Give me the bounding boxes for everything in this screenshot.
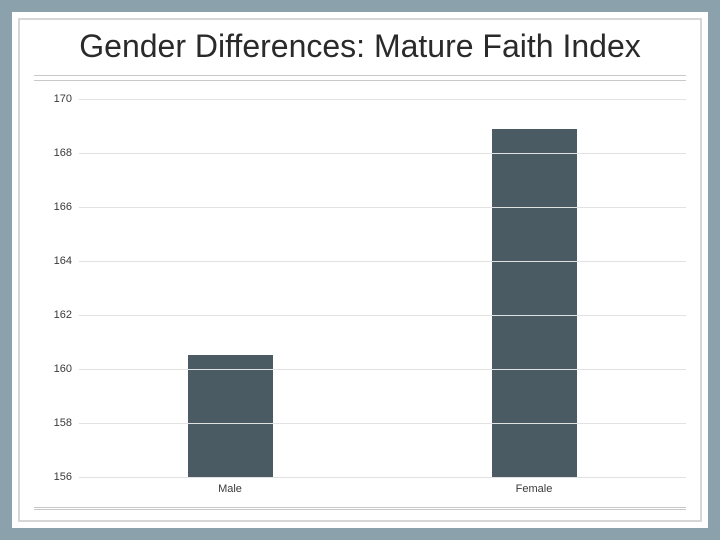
x-tick-label: Male [78, 483, 382, 495]
footer-divider [34, 507, 686, 510]
y-tick-label: 170 [54, 93, 72, 105]
gridline [79, 153, 686, 154]
bar-slot [79, 99, 383, 477]
bar [492, 129, 577, 477]
y-tick-label: 156 [54, 471, 72, 483]
bar [188, 355, 273, 477]
y-tick-label: 160 [54, 363, 72, 375]
y-tick-label: 162 [54, 309, 72, 321]
y-tick-label: 164 [54, 255, 72, 267]
y-tick-label: 168 [54, 147, 72, 159]
slide-inner-frame: Gender Differences: Mature Faith Index 1… [18, 18, 702, 522]
plot-area [78, 99, 686, 477]
slide-title: Gender Differences: Mature Faith Index [60, 28, 660, 65]
gridline [79, 369, 686, 370]
slide-outer-frame: Gender Differences: Mature Faith Index 1… [12, 12, 708, 528]
gridline [79, 423, 686, 424]
bars-layer [79, 99, 686, 477]
gridline [79, 315, 686, 316]
plot-row: 156158160162164166168170 [34, 99, 686, 477]
x-axis: MaleFemale [78, 477, 686, 495]
bar-slot [383, 99, 687, 477]
gridline [79, 261, 686, 262]
y-axis: 156158160162164166168170 [34, 99, 78, 477]
gridline [79, 207, 686, 208]
x-tick-label: Female [382, 483, 686, 495]
chart-area: 156 158 160 162 164 166 168 170 MaleFemale [20, 81, 700, 501]
gridline [79, 99, 686, 100]
y-tick-label: 158 [54, 417, 72, 429]
gridline [79, 477, 686, 478]
title-block: Gender Differences: Mature Faith Index [20, 20, 700, 69]
y-tick-label: 166 [54, 201, 72, 213]
